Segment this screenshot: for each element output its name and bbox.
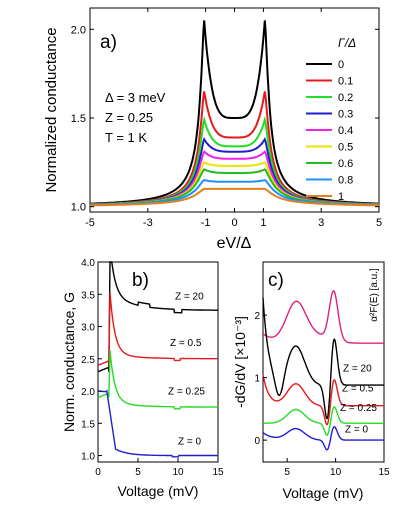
panel-b-curve-label: Z = 0.25 <box>168 386 205 397</box>
panel-b-y-tick-label: 3.5 <box>81 290 95 301</box>
panel-c-curve-label: Z = 20 <box>343 363 372 374</box>
panel-b-series-line <box>97 261 218 373</box>
panel-a-curves <box>89 20 380 207</box>
panel-b-series-line <box>97 292 218 366</box>
panel-a-x-tick-label: 0 <box>231 217 237 229</box>
annotation-t: T = 1 K <box>105 130 147 145</box>
panel-a-y-label: Normalized conductance <box>43 27 60 192</box>
panel-a: -5 -3 -1 0 1 3 5 1.0 1.5 2.0 a) Δ = 3 meV Z = 0.… <box>43 7 382 252</box>
panel-b-series-line <box>97 350 218 410</box>
panel-c-series-line <box>262 297 384 420</box>
legend-entry: 0.4 <box>338 125 353 137</box>
panel-c-y-tick-label: 1 <box>254 374 260 385</box>
panel-c-x-tick-label: 10 <box>330 467 342 478</box>
panel-a-x-tick-label: -5 <box>85 217 95 229</box>
panel-b-curve-label: Z = 20 <box>175 291 204 302</box>
panel-b-curve-labels: Z = 20 Z = 0.5 Z = 0.25 Z = 0 <box>168 291 205 447</box>
legend-title: Γ/Δ <box>338 36 356 50</box>
panel-b-y-tick-label: 1.0 <box>81 452 95 463</box>
panel-c-right-label: α²F(E) [a.u.] <box>369 268 380 322</box>
panel-c-series-line <box>262 289 384 344</box>
panel-b-y-tick-label: 2.0 <box>81 387 95 398</box>
panel-c-x-label: Voltage (mV) <box>283 485 364 501</box>
panel-c-curve-label: Z = 0.5 <box>342 383 374 394</box>
legend-entry: 0.5 <box>338 142 353 154</box>
panel-a-x-tick-label: -3 <box>143 217 153 229</box>
panel-a-y-tick-label: 2.0 <box>71 24 86 36</box>
panel-a-series-line <box>90 187 379 207</box>
panel-a-legend: 0 0.1 0.2 0.3 0.4 0.5 0.6 0.8 1 <box>306 59 353 203</box>
legend-entry: 0.8 <box>338 175 353 187</box>
panel-b-x-tick-label: 10 <box>172 467 184 478</box>
panel-a-x-tick-label: -1 <box>201 217 211 229</box>
legend-entry: 0.2 <box>338 92 353 104</box>
panel-a-x-ticks: -5 -3 -1 0 1 3 5 <box>85 8 382 229</box>
panel-b-x-tick-label: 15 <box>212 467 224 478</box>
panel-c-series-line <box>263 406 384 436</box>
panel-c-series-line <box>262 374 384 426</box>
panel-c-y-tick-label: 2 <box>254 311 260 322</box>
panel-c-label: c) <box>268 270 284 291</box>
panel-b-y-ticks: 1.0 1.5 2.0 2.5 3.0 3.5 4.0 <box>81 258 102 463</box>
panel-c-frame <box>262 261 385 463</box>
panel-c-x-tick-label: 5 <box>284 467 290 478</box>
panel-c-x-tick-label: 15 <box>378 467 390 478</box>
legend-entry: 1 <box>338 191 344 203</box>
legend-entry: 0.1 <box>338 76 353 88</box>
panel-a-x-label: eV/Δ <box>217 235 252 252</box>
panel-c-curve-label: Z = 0 <box>345 425 369 436</box>
legend-entry: 0.6 <box>338 158 353 170</box>
panel-a-y-ticks: 1.0 1.5 2.0 <box>71 24 379 214</box>
panel-a-y-tick-label: 1.5 <box>71 113 86 125</box>
panel-a-x-tick-label: 1 <box>260 217 266 229</box>
panel-b-x-tick-label: 5 <box>135 467 141 478</box>
panel-b-y-tick-label: 1.5 <box>81 419 95 430</box>
panel-b-curve-label: Z = 0 <box>178 437 202 448</box>
panel-a-x-tick-label: 3 <box>318 217 324 229</box>
panel-c-curves <box>262 289 384 451</box>
panel-b-y-tick-label: 2.5 <box>81 355 95 366</box>
panel-c-y-label: -dG/dV [×10⁻³] <box>232 316 248 408</box>
panel-b-series-line <box>97 388 218 458</box>
panel-a-series-line <box>90 20 379 205</box>
panel-c-curve-labels: Z = 20 Z = 0.5 Z = 0.25 Z = 0 <box>340 363 377 435</box>
legend-entry: 0.3 <box>338 109 353 121</box>
panel-b-curve-label: Z = 0.5 <box>170 338 202 349</box>
panel-b: 0 5 10 15 1.01.52.02.53.03.54.0 b) Z = 20Z … <box>61 258 224 499</box>
panel-b-x-tick-label: 0 <box>95 467 101 478</box>
panel-b-y-tick-label: 4.0 <box>81 258 95 269</box>
panel-a-series-line <box>89 160 380 206</box>
panel-a-series-line <box>90 150 379 206</box>
panel-c-x-ticks: 5 10 15 <box>284 458 390 478</box>
panel-b-y-tick-label: 3.0 <box>81 323 95 334</box>
panel-c-y-ticks: 0 1 2 <box>254 311 267 447</box>
panel-c-curve-label: Z = 0.25 <box>340 403 377 414</box>
panel-a-x-tick-label: 5 <box>376 217 382 229</box>
panel-b-x-label: Voltage (mV) <box>118 483 199 499</box>
panel-a-label: a) <box>100 32 117 53</box>
legend-entry: 0 <box>338 59 344 71</box>
panel-a-series-line <box>90 168 379 206</box>
panel-b-frame <box>97 261 219 463</box>
panel-c-series-line <box>262 426 384 451</box>
annotation-z: Z = 0.25 <box>105 110 153 125</box>
panel-c: 5 10 15 012 c) Z = 20Z = 0.5Z = 0.25Z = 0 … <box>232 261 390 501</box>
panel-c-y-tick-label: 0 <box>254 436 260 447</box>
panel-a-series-line <box>89 137 380 206</box>
panel-b-curves <box>97 261 218 458</box>
panel-a-y-tick-label: 1.0 <box>71 202 86 214</box>
panel-b-label: b) <box>132 270 149 291</box>
panel-a-series-line <box>90 91 379 206</box>
panel-b-y-label: Norm. conductance, G <box>61 292 77 432</box>
panel-b-x-ticks: 0 5 10 15 <box>95 458 224 478</box>
annotation-delta: Δ = 3 meV <box>105 90 166 105</box>
